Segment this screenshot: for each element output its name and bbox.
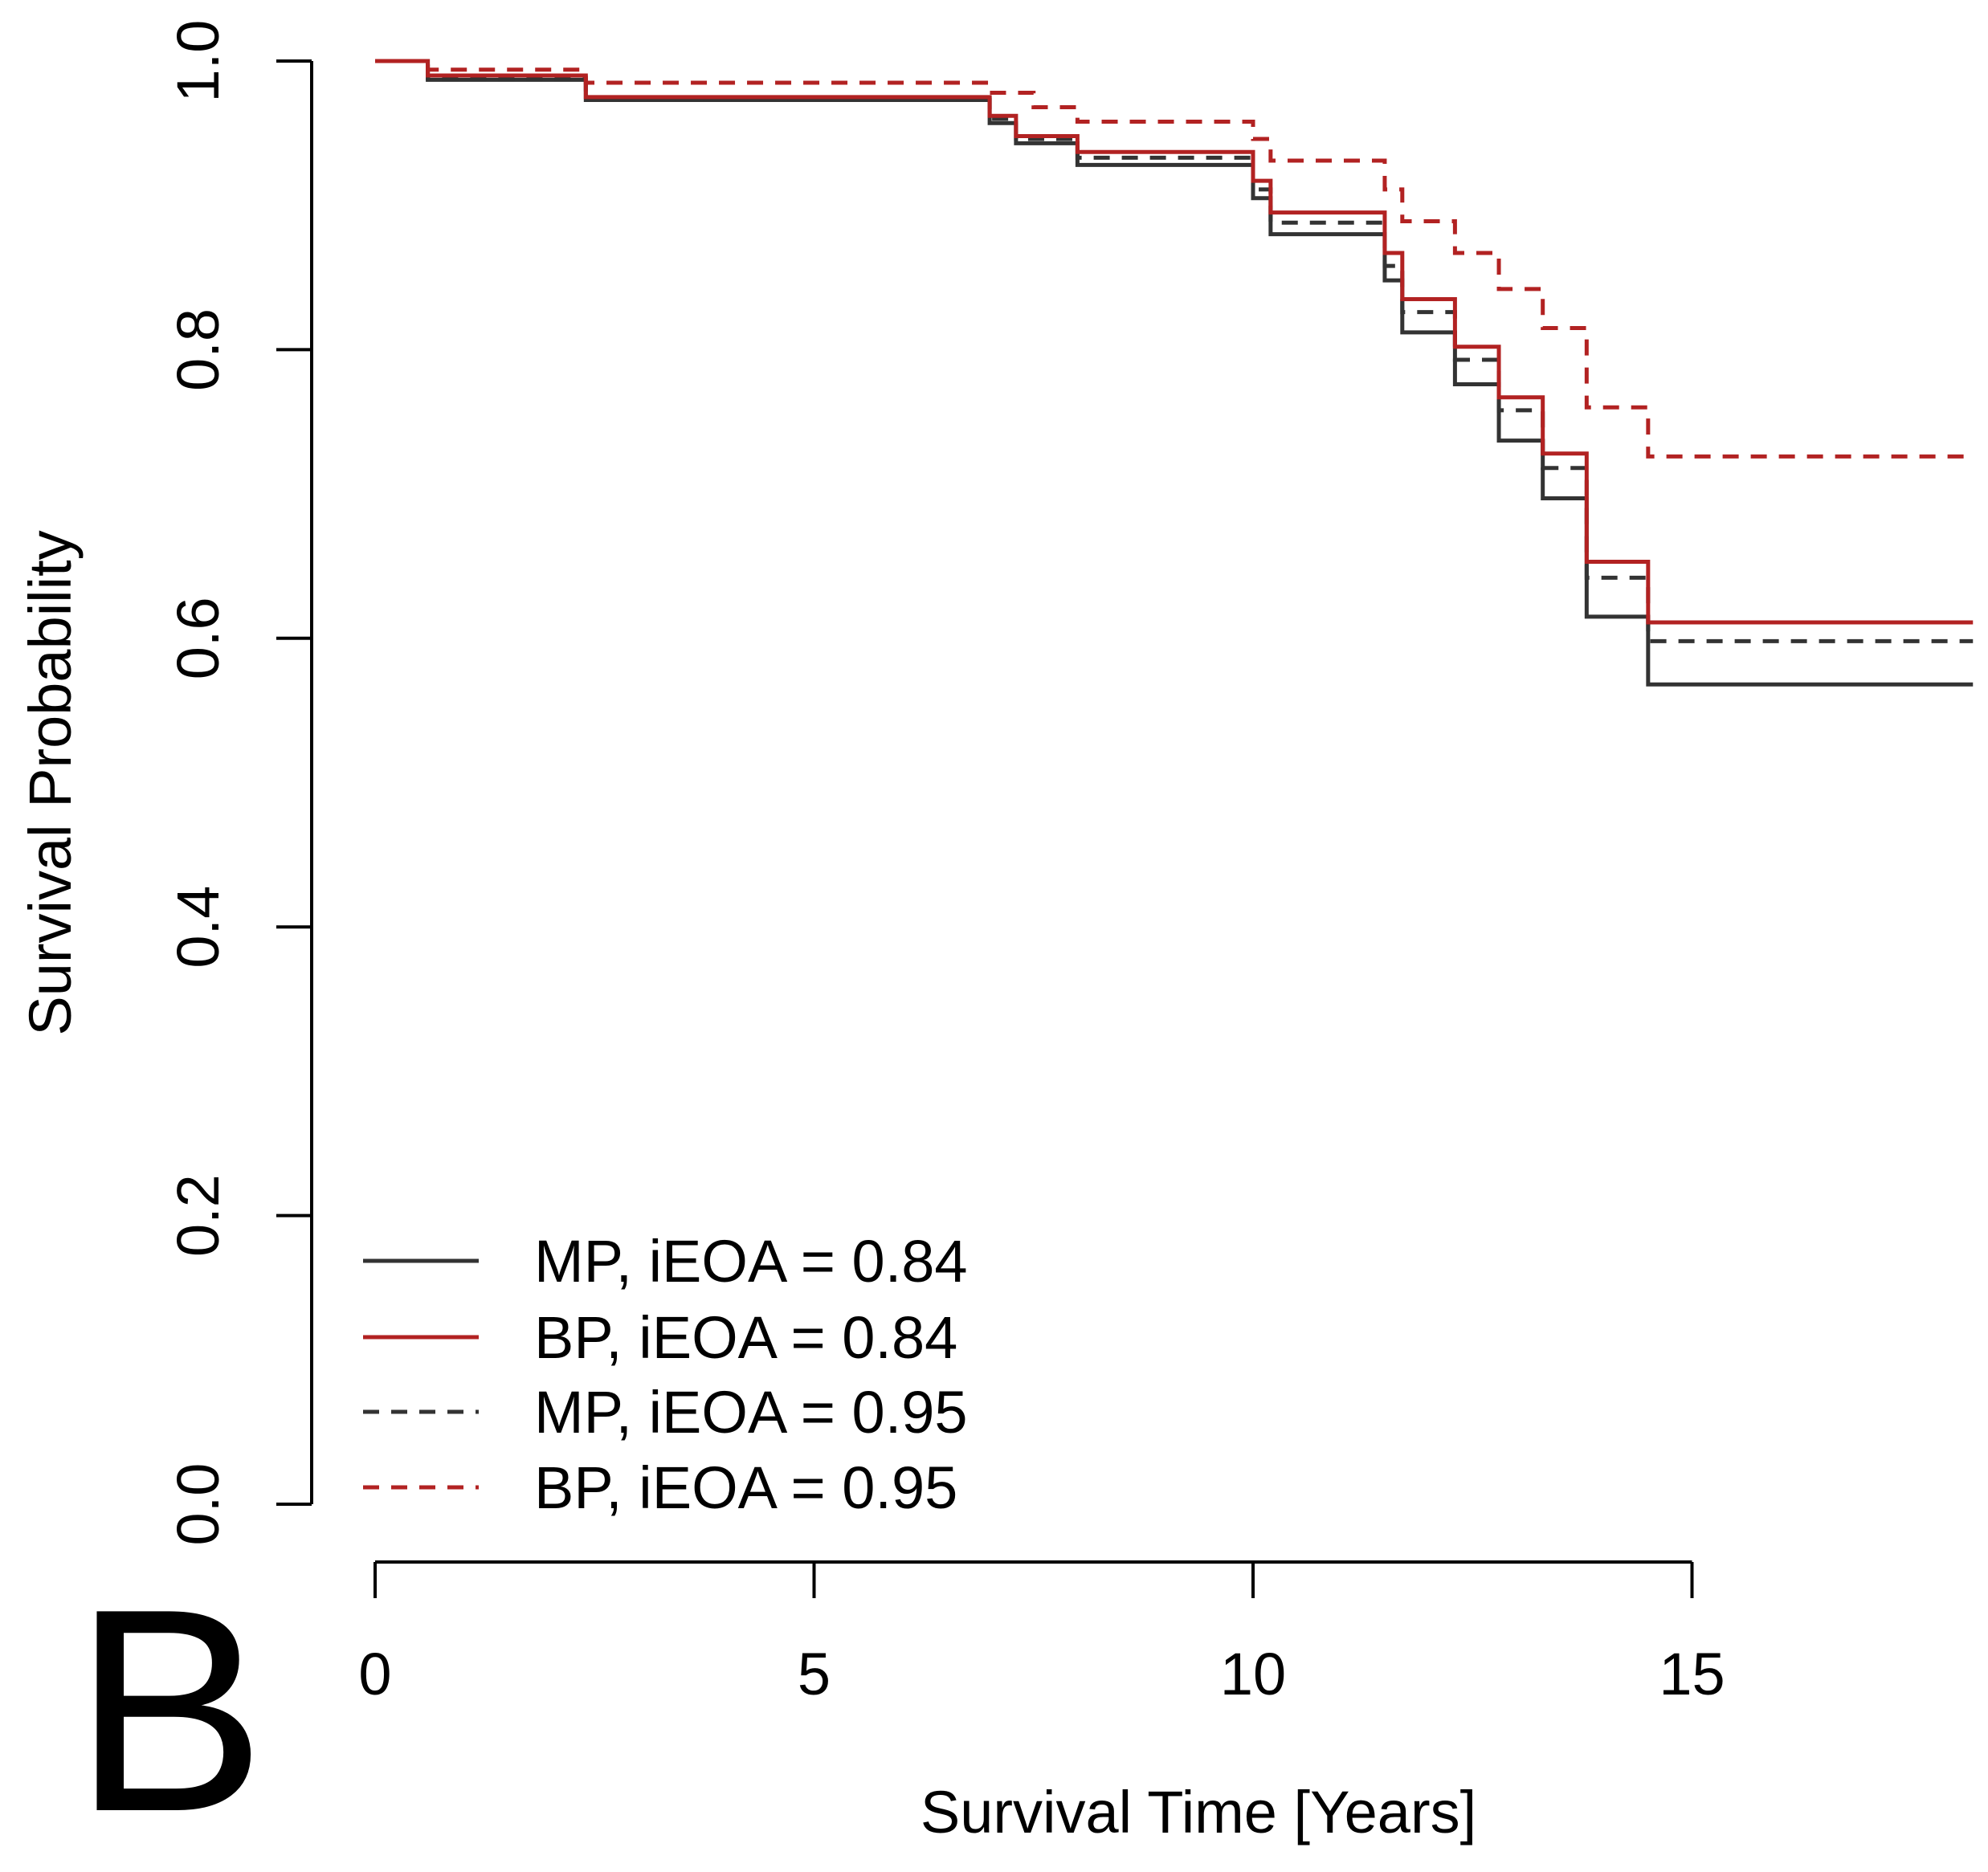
y-tick-label: 0.4: [165, 886, 231, 969]
y-tick-label: 0.2: [165, 1174, 231, 1257]
x-tick-label: 10: [1220, 1641, 1286, 1707]
x-axis-title: Survival Time [Years]: [921, 1779, 1476, 1845]
x-tick-label: 15: [1659, 1641, 1725, 1707]
y-tick-label: 0.6: [165, 597, 231, 679]
y-tick-label: 0.8: [165, 308, 231, 391]
legend-label-3: MP, iEOA = 0.95: [534, 1379, 968, 1446]
y-axis: 0.0 0.2 0.4 0.6 0.8 1.0: [165, 20, 313, 1546]
legend-label-2: BP, iEOA = 0.84: [534, 1304, 957, 1371]
legend-label-4: BP, iEOA = 0.95: [534, 1454, 957, 1521]
x-tick-label: 0: [358, 1641, 391, 1707]
legend-label-1: MP, iEOA = 0.84: [534, 1228, 968, 1295]
series-line-2: [375, 59, 1974, 625]
y-tick-label: 0.0: [165, 1463, 231, 1546]
x-tick-label: 5: [798, 1641, 831, 1707]
series-line-1: [375, 59, 1974, 687]
y-axis-title: Survival Probability: [17, 530, 84, 1035]
y-tick-label: 1.0: [165, 20, 231, 103]
panel-label: B: [73, 1549, 266, 1872]
x-axis: 0 5 10 15: [358, 1560, 1725, 1707]
series-line-3: [375, 59, 1974, 643]
series-line-4: [375, 59, 1974, 459]
plot-lines: [375, 59, 1974, 687]
legend: MP, iEOA = 0.84 BP, iEOA = 0.84 MP, iEOA =…: [363, 1228, 968, 1521]
